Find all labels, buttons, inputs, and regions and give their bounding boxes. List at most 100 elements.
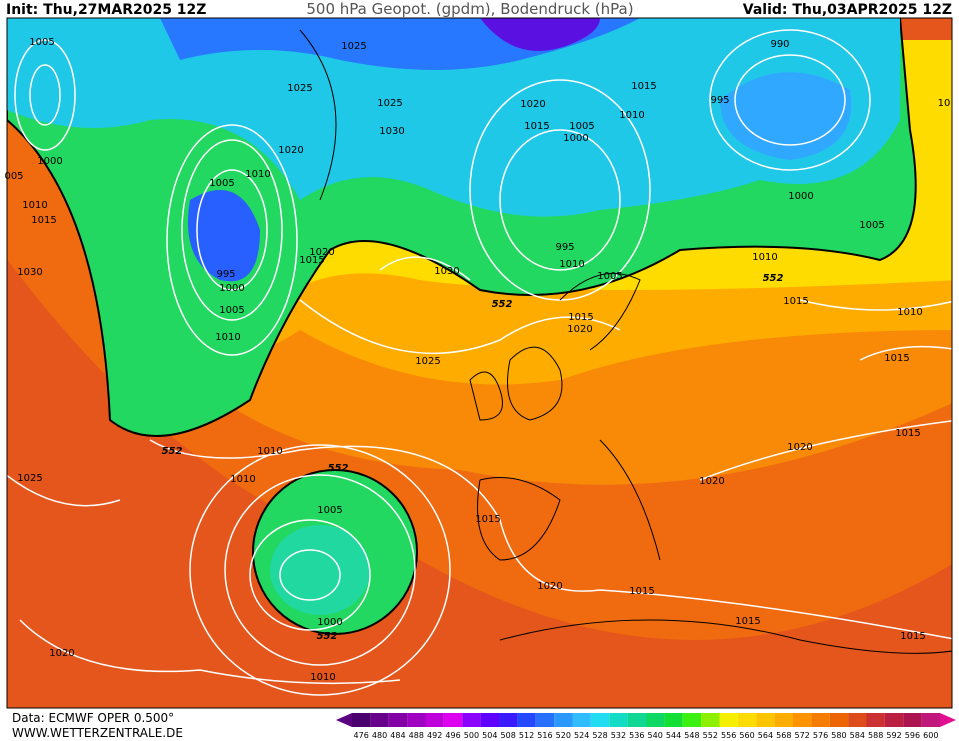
scale-swatch xyxy=(499,713,518,727)
scale-swatch xyxy=(388,713,408,727)
isobar-label: 1015 xyxy=(631,81,656,92)
cutoff-core xyxy=(270,525,370,615)
isobar-label: 1015 xyxy=(895,428,920,439)
isobar-label: 1015 xyxy=(475,514,500,525)
low-greenland xyxy=(188,190,260,282)
isobar-label: 1000 xyxy=(317,617,342,628)
scale-swatch xyxy=(627,713,646,727)
isobar-label: 1020 xyxy=(520,99,545,110)
scale-swatch xyxy=(811,713,830,727)
isobar-label: 1020 xyxy=(278,145,303,156)
isobar-label: 1020 xyxy=(699,476,724,487)
scale-label: 492 xyxy=(427,731,442,740)
scale-swatch xyxy=(609,713,628,727)
scale-label: 500 xyxy=(464,731,479,740)
scale-swatch xyxy=(480,713,499,727)
isobar-label: 1005 xyxy=(569,121,594,132)
isobar-label: 10 xyxy=(938,98,951,109)
scale-swatch xyxy=(425,713,444,727)
scale-swatch xyxy=(793,713,812,727)
isobar-label: 995 xyxy=(710,95,729,106)
isobar-label: 1000 xyxy=(219,283,244,294)
isobar-label: 1000 xyxy=(37,156,62,167)
scale-label: 572 xyxy=(795,731,810,740)
scale-swatch xyxy=(903,713,922,727)
isobar-label: 1010 xyxy=(752,252,777,263)
scale-swatch xyxy=(921,713,940,727)
isobar-label: 1015 xyxy=(524,121,549,132)
scale-label: 480 xyxy=(372,731,387,740)
isobar-label: 1010 xyxy=(257,446,282,457)
isobar-label: 1025 xyxy=(415,356,440,367)
contour-label: 552 xyxy=(763,273,784,284)
isobar-label: 1015 xyxy=(783,296,808,307)
scale-label: 532 xyxy=(611,731,626,740)
isobar-label: 1020 xyxy=(567,324,592,335)
isobar-label: 1025 xyxy=(377,98,402,109)
scale-swatch xyxy=(352,713,371,727)
scale-label: 560 xyxy=(739,731,754,740)
isobar-label: 1030 xyxy=(379,126,404,137)
scale-swatch xyxy=(443,713,463,727)
isobar-label: 990 xyxy=(770,39,789,50)
scale-swatch xyxy=(554,713,573,727)
isobar-label: 1015 xyxy=(299,255,324,266)
scale-swatch xyxy=(701,713,720,727)
scale-label: 512 xyxy=(519,731,534,740)
isobar-label: 1010 xyxy=(897,307,922,318)
isobar-label: 005 xyxy=(4,171,23,182)
map-frame xyxy=(6,17,953,709)
scale-label: 576 xyxy=(813,731,828,740)
scale-swatch xyxy=(646,713,665,727)
scale-swatch xyxy=(884,713,904,727)
scale-swatch xyxy=(719,713,738,727)
isobar-label: 1010 xyxy=(559,259,584,270)
scale-swatch xyxy=(829,713,849,727)
isobar-label: 1010 xyxy=(22,200,47,211)
scale-swatch xyxy=(756,713,775,727)
isobar-label: 1010 xyxy=(215,332,240,343)
scale-label: 484 xyxy=(390,731,405,740)
isobar-label: 1025 xyxy=(287,83,312,94)
isobar-label: 1000 xyxy=(788,191,813,202)
scale-label: 524 xyxy=(574,731,589,740)
scale-label: 584 xyxy=(850,731,865,740)
isobar-label: 1030 xyxy=(17,267,42,278)
isobar-label: 1015 xyxy=(884,353,909,364)
isobar-label: 1020 xyxy=(537,581,562,592)
isobar-label: 1025 xyxy=(341,41,366,52)
init-label: Init: Thu,27MAR2025 12Z xyxy=(6,2,206,18)
scale-label: 540 xyxy=(648,731,663,740)
scale-label: 568 xyxy=(776,731,791,740)
isobar-label: 1010 xyxy=(619,110,644,121)
scale-label: 600 xyxy=(923,731,938,740)
scale-label: 556 xyxy=(721,731,736,740)
contour-label: 552 xyxy=(328,463,349,474)
scale-swatch xyxy=(535,713,555,727)
scale-label: 488 xyxy=(409,731,424,740)
isobar-label: 1010 xyxy=(310,672,335,683)
isobar-label: 1020 xyxy=(49,648,74,659)
scale-swatch xyxy=(682,713,702,727)
scale-label: 564 xyxy=(758,731,773,740)
field-536 xyxy=(7,18,900,217)
isobar-label: 1000 xyxy=(563,133,588,144)
isobar-label: 1015 xyxy=(568,312,593,323)
isobar-label: 1015 xyxy=(900,631,925,642)
scale-label: 580 xyxy=(831,731,846,740)
scale-swatch xyxy=(572,713,591,727)
isobar-label: 1005 xyxy=(317,505,342,516)
scale-label: 508 xyxy=(501,731,516,740)
scale-arrow-left xyxy=(336,713,352,727)
isobar-label: 1005 xyxy=(859,220,884,231)
scale-swatch xyxy=(774,713,793,727)
low-north xyxy=(480,18,600,51)
isobar-label: 1030 xyxy=(434,266,459,277)
coastlines xyxy=(299,29,952,654)
isobar-label: 1025 xyxy=(17,473,42,484)
contour-label: 552 xyxy=(492,299,513,310)
isobar-label: 995 xyxy=(555,242,574,253)
isobar-label: 1015 xyxy=(31,215,56,226)
